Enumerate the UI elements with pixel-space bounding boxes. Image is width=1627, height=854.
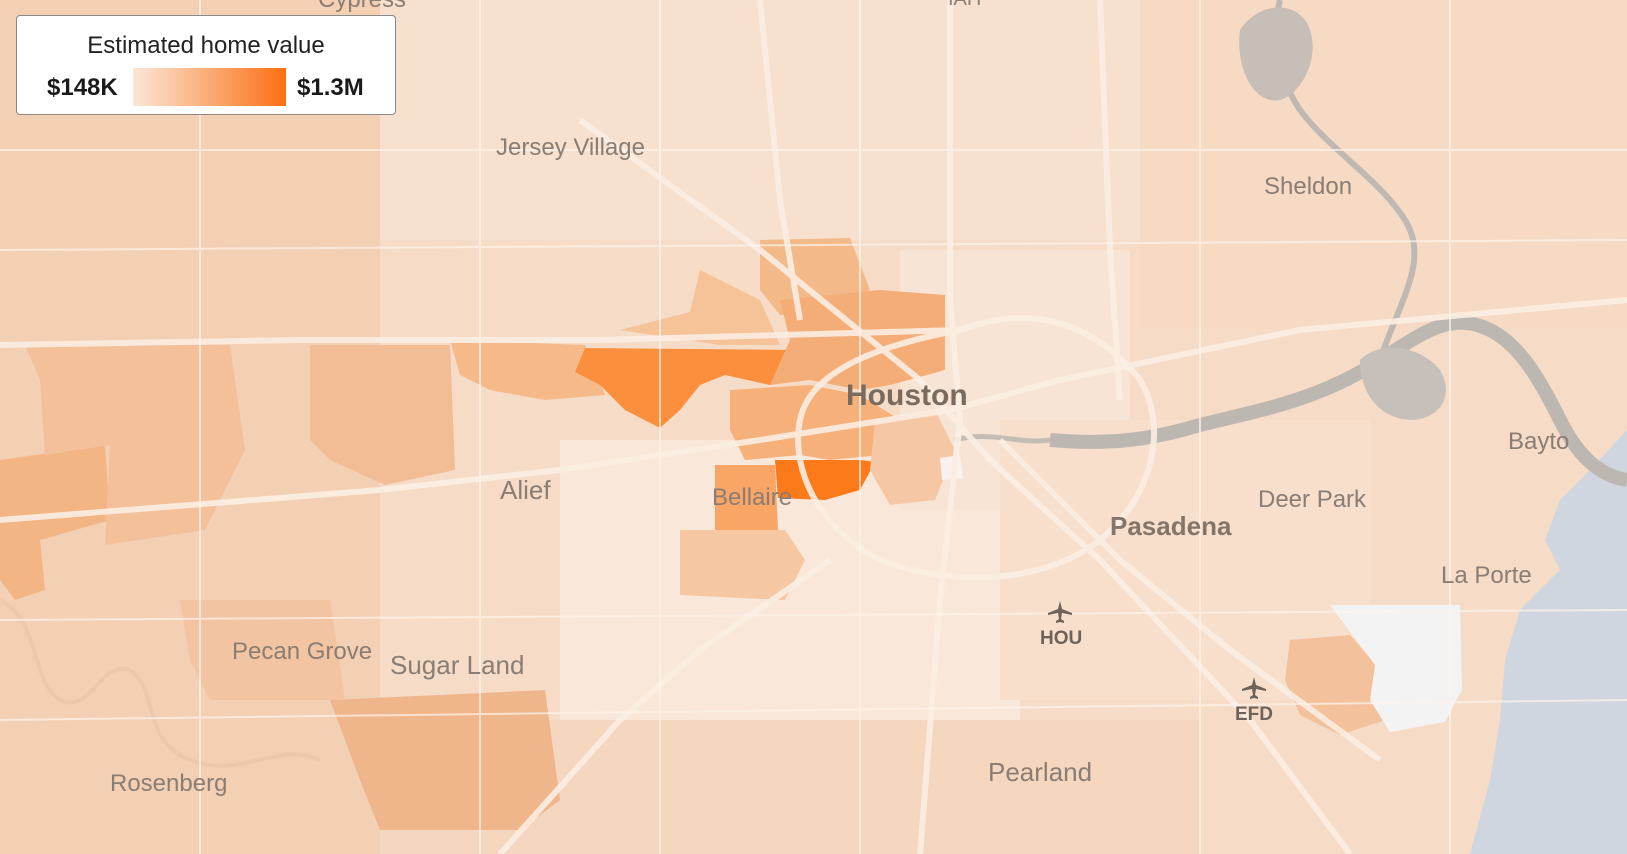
zip-sw-1 <box>330 690 560 830</box>
region-northeast <box>1140 0 1627 330</box>
zip-montrose <box>870 410 955 505</box>
lake-houston <box>1239 7 1313 101</box>
airplane-icon <box>1242 677 1266 699</box>
zip-memorial-west <box>450 340 605 400</box>
ship-channel <box>1049 315 1627 487</box>
place-label-baytown: Bayto <box>1508 428 1570 455</box>
place-label-la-porte: La Porte <box>1441 562 1532 589</box>
place-label-deer-park: Deer Park <box>1258 486 1367 513</box>
place-label-houston: Houston <box>846 379 968 412</box>
place-label-pasadena: Pasadena <box>1110 511 1232 541</box>
place-label-jersey-village: Jersey Village <box>496 134 645 161</box>
place-label-iah: IAH <box>948 0 981 11</box>
buffalo-bayou <box>954 433 1051 444</box>
place-label-sugar-land: Sugar Land <box>390 650 525 680</box>
zip-west-3 <box>310 345 455 485</box>
place-label-alief: Alief <box>500 475 551 505</box>
place-label-cypress: Cypress <box>318 0 406 14</box>
legend-max-label: $1.3M <box>297 74 364 101</box>
legend: Estimated home value $148K $1.3M <box>16 15 396 115</box>
place-label-pearland: Pearland <box>988 757 1093 787</box>
bay-blob <box>1360 347 1446 420</box>
zip-river-oaks <box>730 385 900 460</box>
zip-la-porte-empty <box>1330 605 1462 732</box>
place-label-sheldon: Sheldon <box>1264 173 1353 200</box>
place-label-pecan-grove: Pecan Grove <box>232 638 373 665</box>
zip-west-1 <box>0 445 110 600</box>
zip-sw-2 <box>180 600 345 700</box>
legend-gradient-bar <box>133 68 286 106</box>
legend-min-label: $148K <box>47 74 118 101</box>
place-label-bellaire: Bellaire <box>712 484 793 511</box>
brazos-river <box>0 598 321 768</box>
airplane-icon <box>1048 601 1072 623</box>
airport-label-efd: EFD <box>1235 704 1273 725</box>
galveston-bay <box>1470 430 1627 854</box>
zip-memorial <box>575 348 798 428</box>
zip-west-2 <box>25 345 245 545</box>
place-label-rosenberg: Rosenberg <box>110 770 228 797</box>
airport-hou: HOU <box>1040 600 1083 650</box>
airport-label-hou: HOU <box>1040 628 1083 649</box>
legend-title: Estimated home value <box>87 32 325 59</box>
airport-efd: EFD <box>1234 676 1274 726</box>
region-north <box>380 0 1140 240</box>
zip-bellaire <box>715 465 778 530</box>
zip-meyerland <box>680 530 805 600</box>
